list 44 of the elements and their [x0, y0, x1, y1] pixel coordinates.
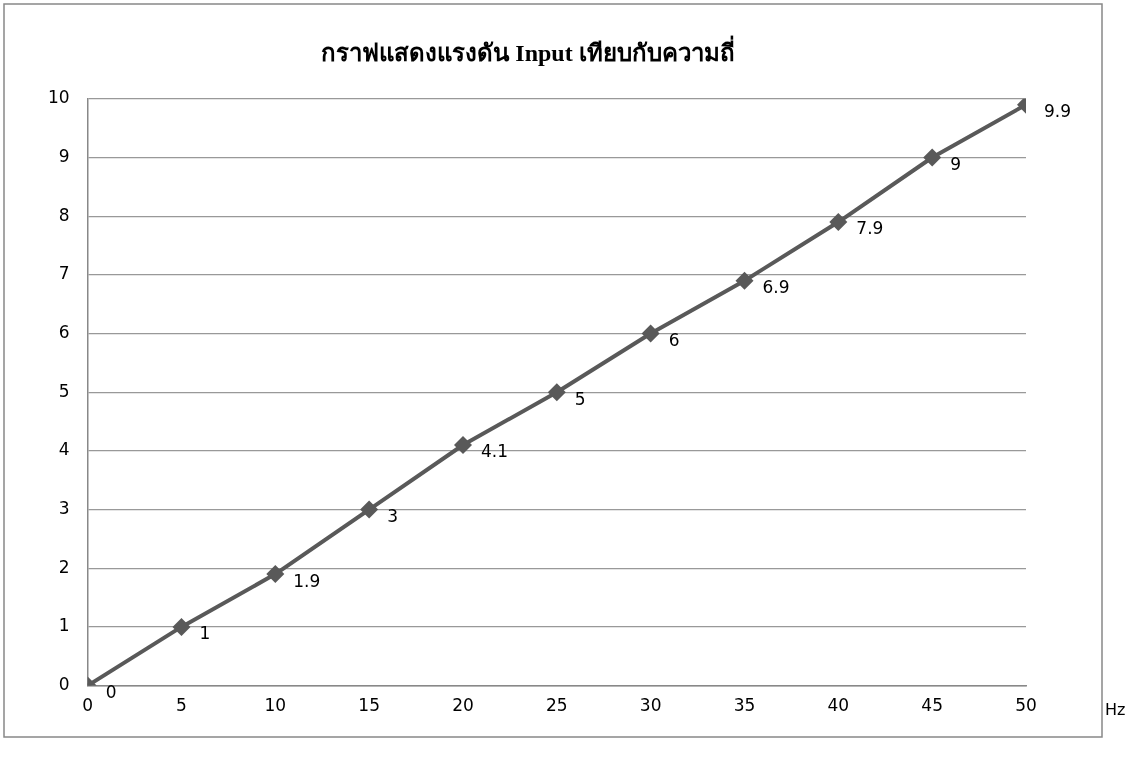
data-label: 5	[574, 388, 586, 409]
point	[829, 213, 848, 232]
data-label: 9	[950, 153, 961, 174]
x-tick-label: 30	[639, 695, 662, 716]
y-tick-label: 3	[58, 497, 70, 518]
y-tick-label: 5	[58, 380, 70, 401]
x-tick-label: 50	[1015, 695, 1037, 716]
data-label: 1.9	[293, 570, 321, 591]
point	[641, 324, 660, 343]
point	[266, 565, 285, 584]
y-tick-label: 8	[58, 204, 70, 225]
y-tick-label: 4	[58, 439, 70, 460]
x-tick-label: 25	[546, 695, 568, 716]
chart-title: กราฟแสดงแรงดัน Input เทียบกับความถี่	[321, 34, 735, 66]
point	[547, 383, 566, 402]
y-tick-label: 10	[47, 87, 70, 108]
y-tick-label: 0	[58, 674, 70, 695]
x-axis-title: Hz	[1105, 699, 1126, 719]
x-tick-label: 5	[176, 695, 187, 716]
y-tick-label: 6	[58, 321, 70, 342]
x-tick-label: 35	[733, 695, 756, 716]
data-label: 6.9	[762, 277, 790, 298]
point	[735, 271, 754, 290]
point	[360, 500, 379, 519]
data-label: 6	[668, 329, 680, 350]
y-tick-label: 2	[58, 556, 70, 577]
y-tick-label: 7	[58, 263, 70, 284]
x-tick-label: 15	[358, 695, 380, 716]
data-label: 0	[105, 682, 117, 703]
x-tick-label: 40	[827, 695, 850, 716]
data-label: 4.1	[480, 441, 509, 462]
y-tick-label: 1	[58, 615, 70, 636]
data-label: 7.9	[856, 218, 884, 239]
point	[453, 436, 472, 455]
x-tick-label: 0	[82, 695, 94, 716]
point	[172, 617, 191, 636]
data-label: 3	[387, 505, 398, 526]
x-tick-label: 45	[921, 695, 943, 716]
x-tick-label: 10	[264, 695, 287, 716]
data-label: 1	[199, 623, 211, 644]
y-tick-label: 9	[58, 145, 70, 166]
data-label: 9.9	[1044, 101, 1072, 122]
point	[923, 148, 942, 167]
x-tick-label: 20	[452, 695, 474, 716]
